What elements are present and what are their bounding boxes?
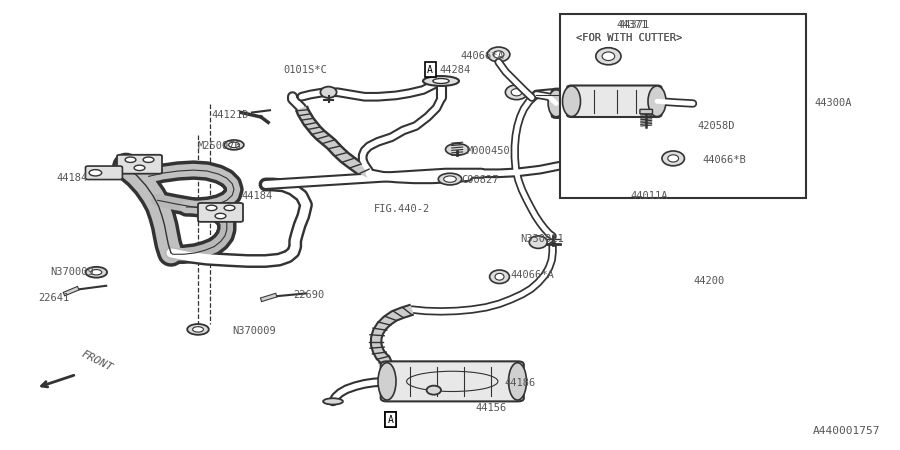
Text: A: A bbox=[428, 65, 433, 75]
Text: 44300A: 44300A bbox=[814, 99, 852, 108]
Ellipse shape bbox=[662, 151, 685, 166]
Ellipse shape bbox=[323, 398, 343, 405]
FancyBboxPatch shape bbox=[552, 89, 637, 118]
FancyBboxPatch shape bbox=[641, 114, 652, 118]
FancyBboxPatch shape bbox=[86, 166, 122, 180]
Text: 44184: 44184 bbox=[241, 191, 273, 201]
FancyBboxPatch shape bbox=[198, 203, 243, 222]
Ellipse shape bbox=[602, 52, 615, 60]
Text: 44066*B: 44066*B bbox=[702, 155, 746, 165]
Ellipse shape bbox=[668, 155, 679, 162]
Text: 44184: 44184 bbox=[57, 173, 88, 183]
Ellipse shape bbox=[493, 51, 504, 58]
Text: C00827: C00827 bbox=[462, 175, 500, 185]
Text: 22641: 22641 bbox=[39, 293, 70, 303]
Text: M000450: M000450 bbox=[466, 146, 510, 156]
Ellipse shape bbox=[548, 90, 564, 117]
Text: FIG.440-2: FIG.440-2 bbox=[374, 204, 430, 214]
FancyBboxPatch shape bbox=[640, 109, 652, 114]
Text: 44371: 44371 bbox=[618, 20, 650, 30]
Circle shape bbox=[224, 140, 244, 150]
FancyBboxPatch shape bbox=[117, 155, 162, 174]
Text: 44121D: 44121D bbox=[212, 110, 249, 120]
Circle shape bbox=[91, 270, 102, 275]
Text: 44371: 44371 bbox=[616, 20, 648, 30]
Circle shape bbox=[134, 165, 145, 171]
Ellipse shape bbox=[562, 86, 580, 117]
Ellipse shape bbox=[668, 155, 679, 162]
Circle shape bbox=[86, 267, 107, 278]
Text: 44066*A: 44066*A bbox=[461, 51, 505, 61]
Circle shape bbox=[215, 213, 226, 219]
Text: 42058D: 42058D bbox=[698, 121, 735, 131]
Text: 0101S*C: 0101S*C bbox=[284, 65, 328, 75]
Ellipse shape bbox=[648, 86, 666, 117]
Ellipse shape bbox=[529, 236, 547, 248]
Circle shape bbox=[444, 176, 456, 182]
Circle shape bbox=[224, 205, 235, 211]
Ellipse shape bbox=[662, 151, 685, 166]
Text: 44156: 44156 bbox=[475, 403, 507, 413]
Text: A: A bbox=[388, 415, 393, 425]
Text: N330011: N330011 bbox=[520, 234, 564, 244]
Ellipse shape bbox=[511, 89, 522, 96]
Text: N370009: N370009 bbox=[232, 326, 276, 336]
Circle shape bbox=[89, 170, 102, 176]
Text: 44200: 44200 bbox=[693, 276, 724, 286]
Text: 44011A: 44011A bbox=[630, 191, 668, 201]
Circle shape bbox=[125, 157, 136, 162]
Ellipse shape bbox=[508, 363, 526, 400]
Ellipse shape bbox=[495, 273, 504, 280]
Text: 22690: 22690 bbox=[293, 290, 325, 300]
Ellipse shape bbox=[625, 90, 641, 117]
Circle shape bbox=[187, 324, 209, 335]
FancyBboxPatch shape bbox=[381, 361, 524, 401]
Text: <FOR WITH CUTTER>: <FOR WITH CUTTER> bbox=[576, 33, 682, 43]
Ellipse shape bbox=[488, 47, 509, 62]
Ellipse shape bbox=[378, 363, 396, 400]
Ellipse shape bbox=[320, 86, 337, 98]
Ellipse shape bbox=[433, 78, 449, 84]
Circle shape bbox=[446, 144, 469, 155]
Ellipse shape bbox=[427, 386, 441, 395]
Text: 44284: 44284 bbox=[439, 65, 471, 75]
Bar bbox=[560, 14, 806, 198]
Ellipse shape bbox=[596, 48, 621, 65]
Text: A440001757: A440001757 bbox=[813, 427, 880, 436]
FancyBboxPatch shape bbox=[567, 86, 662, 117]
Text: N370009: N370009 bbox=[50, 267, 94, 277]
Text: 44066*A: 44066*A bbox=[510, 270, 554, 279]
Text: FRONT: FRONT bbox=[79, 349, 113, 373]
Ellipse shape bbox=[505, 85, 527, 100]
Circle shape bbox=[229, 142, 239, 148]
Ellipse shape bbox=[423, 76, 459, 86]
Text: 44186: 44186 bbox=[504, 378, 536, 388]
Circle shape bbox=[206, 205, 217, 211]
Circle shape bbox=[193, 327, 203, 332]
Text: <FOR WITH CUTTER>: <FOR WITH CUTTER> bbox=[576, 33, 682, 43]
Circle shape bbox=[143, 157, 154, 162]
Ellipse shape bbox=[490, 270, 509, 284]
Text: M250076: M250076 bbox=[198, 141, 242, 151]
Circle shape bbox=[438, 173, 462, 185]
Text: A: A bbox=[388, 415, 393, 425]
